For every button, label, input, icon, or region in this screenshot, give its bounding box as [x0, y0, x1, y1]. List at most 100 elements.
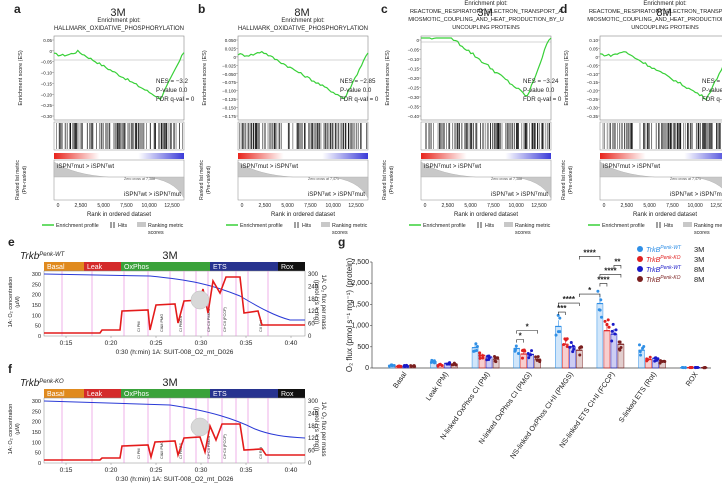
gsea-xtick: 0	[241, 203, 244, 209]
legend-age: 3M	[694, 255, 704, 264]
data-point	[663, 360, 667, 364]
gsea-pvalue: P-value 0.0	[702, 87, 722, 94]
es-ytick: −0.25	[41, 103, 53, 108]
bar-ytick-label: 500	[357, 344, 369, 351]
data-point	[645, 359, 649, 363]
enrichment-profile-line	[237, 50, 369, 100]
legend-enrichment-label: Enrichment profile	[423, 223, 466, 229]
bar-category-label: Basal	[391, 370, 409, 390]
legend-age: 8M	[694, 275, 704, 284]
rank-ylabel: Ranked list metric	[382, 160, 388, 200]
gsea-xtick: 2,500	[75, 203, 88, 209]
o2-concentration-line	[43, 400, 306, 439]
significance-bracket	[579, 256, 601, 260]
data-point	[432, 360, 436, 364]
gsea-enrichment-title: Enrichment plot:	[643, 1, 687, 7]
gsea-xtick: 12,500	[531, 203, 547, 209]
bar-ylabel: O₂ flux (pmol s⁻¹ mg⁻¹) (protein)	[345, 258, 354, 373]
gsea-enrichment-title: Enrichment plot:	[281, 18, 325, 24]
es-ytick: −0.25	[408, 86, 420, 91]
legend-ranking-label: scores	[515, 230, 531, 236]
gsea-xtick: 2,500	[259, 203, 272, 209]
data-point	[405, 364, 409, 368]
phase-label-basal: Basal	[47, 391, 65, 398]
substrate-marker-label: CI+CII (FCCP)	[223, 306, 227, 332]
oroboros-xtick: 0:30	[195, 467, 208, 474]
es-ytick: −0.20	[408, 76, 420, 81]
oroboros-xtick: 0:40	[285, 340, 298, 347]
bar-ytick-label: 2,500	[351, 259, 369, 266]
data-point	[494, 360, 498, 364]
legend-enrichment-label: Enrichment profile	[56, 223, 99, 229]
data-point	[638, 350, 642, 354]
gsea-nes: NES = −3.44	[702, 78, 722, 85]
gsea-label-bottom: iSPNᵀwt > iSPNᵀmut	[491, 191, 548, 198]
oroboros-xtick: 0:35	[240, 340, 253, 347]
phase-label-ets: ETS	[213, 264, 227, 271]
legend-swatch-1	[637, 256, 643, 262]
phase-bar-ets	[210, 389, 278, 398]
bar-5-1	[603, 330, 611, 369]
data-point	[693, 366, 697, 370]
reoxygenation-icon	[190, 290, 210, 310]
es-ytick: 0	[233, 55, 236, 60]
bar-ytick-label: 0	[365, 365, 369, 372]
gsea-xtick: 2,500	[621, 203, 634, 209]
oroboros-ytick-left: 50	[35, 451, 41, 457]
phase-label-ets: ETS	[213, 391, 227, 398]
data-point	[447, 362, 451, 366]
oroboros-ylabel-right: 1A: O₂ flux per mass	[320, 401, 326, 456]
data-point	[527, 356, 531, 360]
es-ytick: 0	[595, 55, 598, 60]
es-ytick: 0.05	[589, 46, 598, 51]
oroboros-ytick-left: 250	[32, 282, 41, 288]
legend-genotype: TrkBPenk-WT	[646, 265, 682, 274]
es-ytick: −0.15	[587, 80, 599, 85]
hits-frame	[599, 121, 722, 151]
es-ytick: −0.100	[222, 89, 236, 94]
gsea-xtick: 12,500	[164, 203, 180, 209]
legend-hits-label: Hits	[118, 223, 127, 229]
data-point	[472, 349, 476, 353]
gsea-xtick: 5,000	[281, 203, 294, 209]
significance-bracket	[613, 265, 622, 269]
o2-concentration-line	[43, 273, 305, 321]
oroboros-ytick-right: 180	[308, 424, 319, 430]
data-point	[493, 355, 497, 359]
phase-bar-rox	[278, 389, 305, 398]
gsea-xtick: 7,500	[120, 203, 133, 209]
significance-stars: ***	[557, 304, 567, 313]
es-ytick: 0	[49, 49, 52, 54]
oroboros-ytick-left: 250	[32, 409, 41, 415]
legend-ranking-label: Ranking metric	[694, 223, 722, 229]
es-ytick: −0.150	[222, 106, 236, 111]
oroboros-ytick-right: 300	[308, 399, 319, 405]
legend-hits-label: Hits	[664, 223, 673, 229]
gsea-geneset-title: REACTOME_RESPIRATORY_ELECTRON_TRANSPORT_…	[410, 9, 562, 15]
data-point	[568, 345, 572, 349]
rank-color-bar	[238, 153, 368, 159]
ranked-metric-area	[237, 161, 369, 199]
gsea-label-bottom: iSPNᵀwt > iSPNᵀmut	[124, 191, 181, 198]
rank-ylabel: (Pre-ranked)	[22, 166, 28, 194]
gsea-fdr: FDR q-val = 0	[523, 96, 562, 103]
legend-hits-label: Hits	[485, 223, 494, 229]
oroboros-ytick-right: 240	[308, 411, 319, 417]
phase-label-basal: Basal	[47, 264, 65, 271]
data-point	[659, 359, 663, 363]
phase-label-leak: Leak	[87, 264, 103, 271]
legend-age: 8M	[694, 265, 704, 274]
gsea-xtick: 10,000	[326, 203, 342, 209]
phase-bar-oxphos	[121, 262, 210, 271]
legend-ranking-label: scores	[694, 230, 710, 236]
substrate-marker-label: CI+CII (FCCP)	[223, 433, 227, 459]
data-point	[689, 366, 693, 370]
data-point	[572, 347, 576, 351]
gsea-enrichment-title: Enrichment plot:	[97, 18, 141, 24]
oroboros-ytick-left: 100	[32, 313, 41, 319]
gsea-xlabel: Rank in ordered dataset	[633, 212, 697, 218]
oroboros-xtick: 0:20	[105, 340, 118, 347]
gsea-age-a: 3M	[110, 7, 125, 19]
oroboros-ytick-left: 200	[32, 293, 41, 299]
